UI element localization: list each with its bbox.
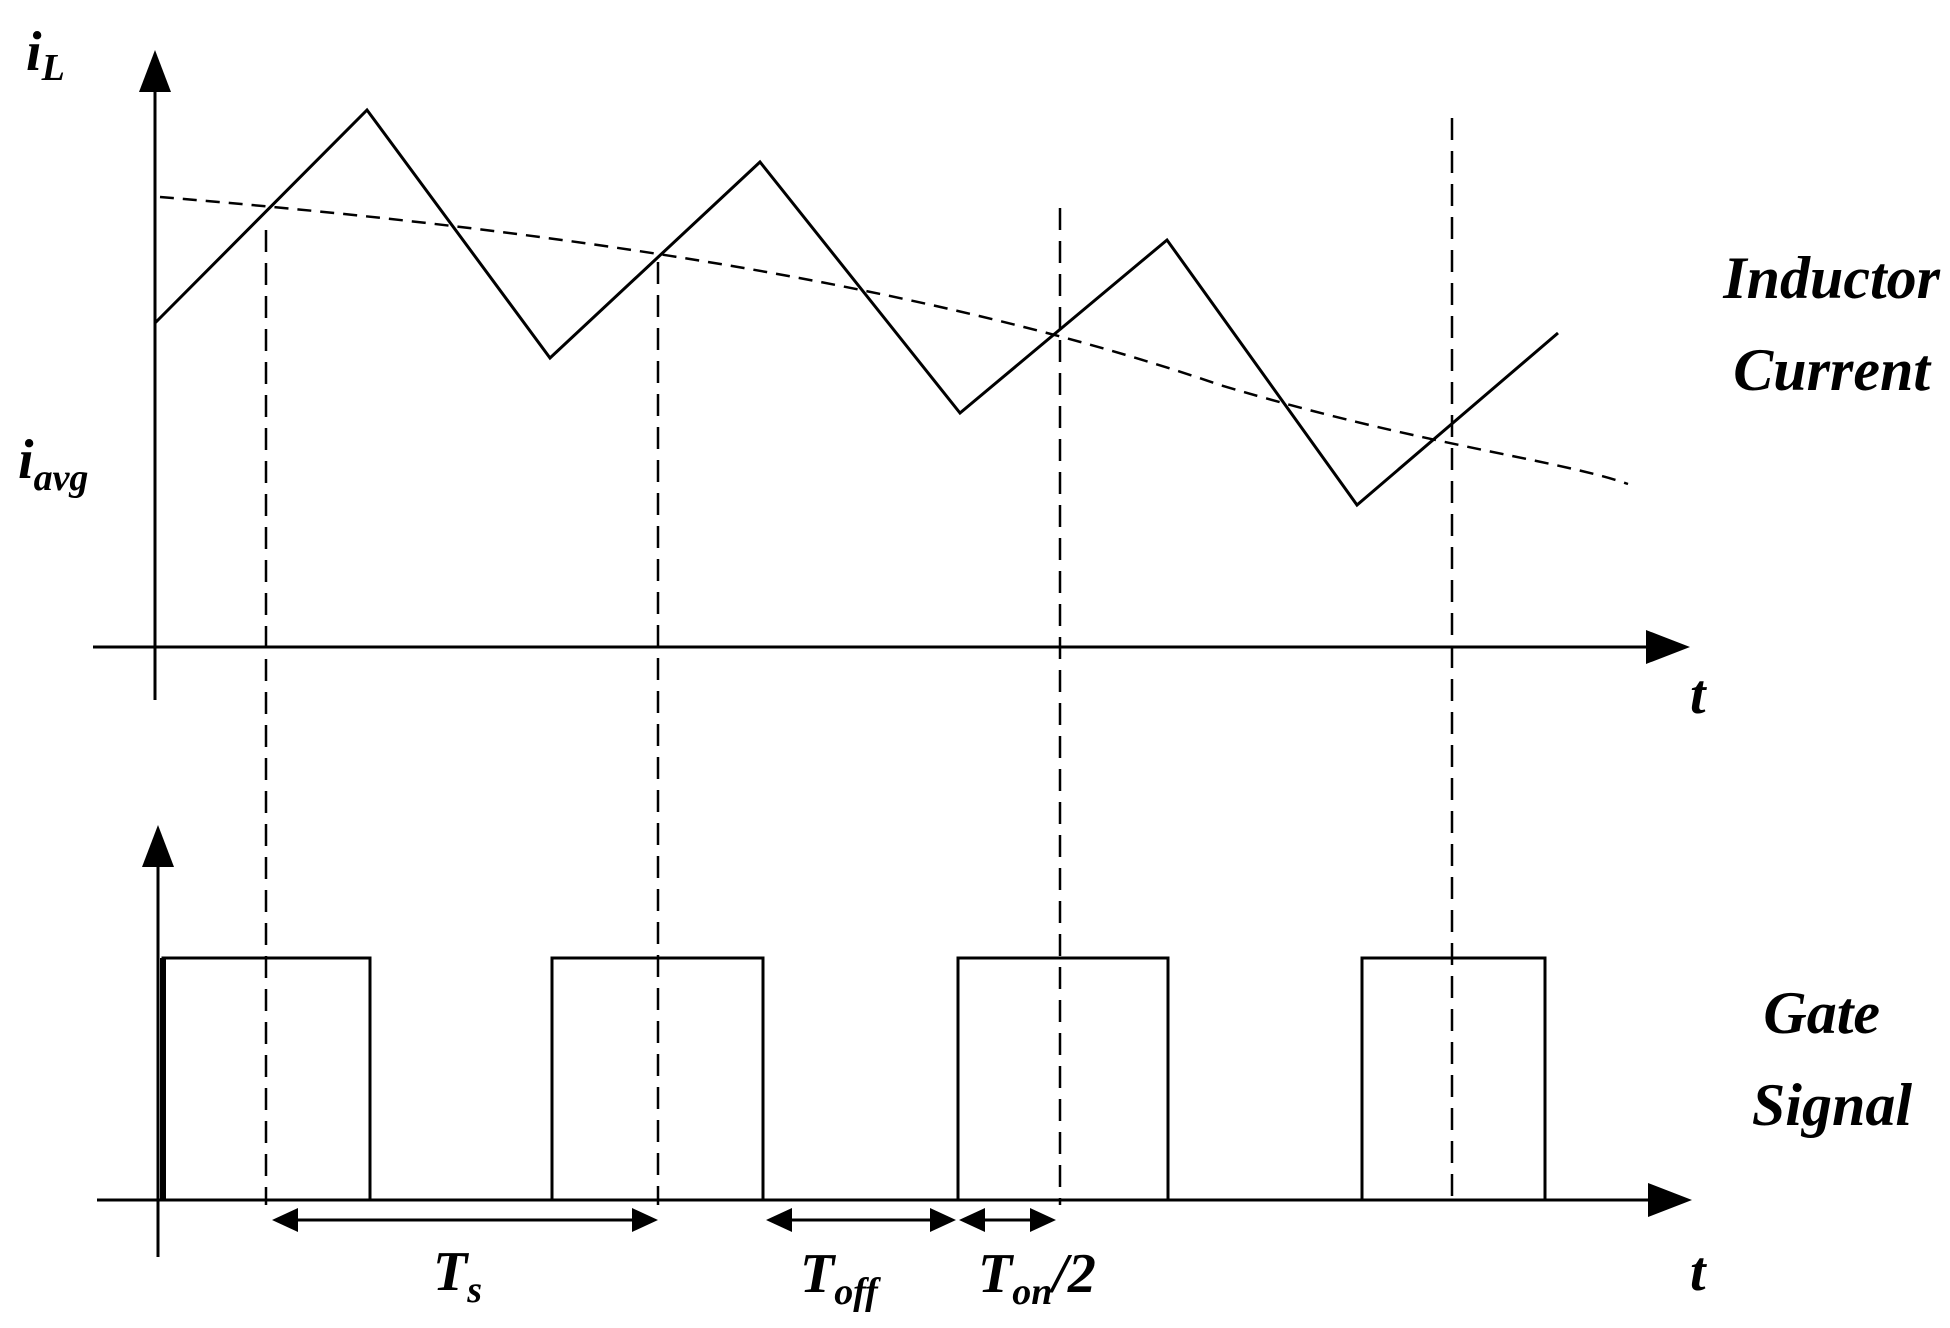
average-current-label: iavg [18,429,88,499]
top-y-axis-arrow [139,50,171,92]
toff-label: Toff [800,1243,881,1313]
top-x-axis-arrow [1646,630,1690,664]
y-axis-label-top: iL [26,21,65,89]
dimension-arrows [272,1208,1056,1232]
ts-arrow-head-right [632,1208,658,1232]
ton-half-label: Ton/2 [978,1243,1096,1313]
time-axis-label-top: t [1690,664,1707,726]
inductor-current-plot [93,50,1690,700]
toff-arrow-head-left [766,1208,792,1232]
labels: iL iavg t t Inductor Current Gate Signal… [18,21,1941,1313]
ts-arrow-head-left [272,1208,298,1232]
inductor-current-title-line1: Inductor [1722,245,1940,311]
gate-pulse-4 [1360,956,1547,1200]
gate-signal-title-line1: Gate [1763,980,1880,1046]
ts-label: Ts [433,1241,482,1311]
gate-signal-plot [97,825,1692,1257]
average-current-curve [159,195,1629,486]
inductor-current-waveform [153,107,1559,508]
ton-arrow-head-left [959,1208,985,1232]
sampling-lines [264,118,1454,1205]
gate-signal-title-line2: Signal [1752,1072,1912,1138]
gate-pulse-2 [550,956,765,1200]
toff-arrow-head-right [930,1208,956,1232]
gate-pulse-3 [956,956,1170,1200]
ton-arrow-head-right [1030,1208,1056,1232]
bottom-x-axis-arrow [1648,1183,1692,1217]
time-axis-label-bottom: t [1690,1241,1707,1303]
bottom-y-axis-arrow [142,825,174,867]
inductor-current-title-line2: Current [1733,337,1932,403]
